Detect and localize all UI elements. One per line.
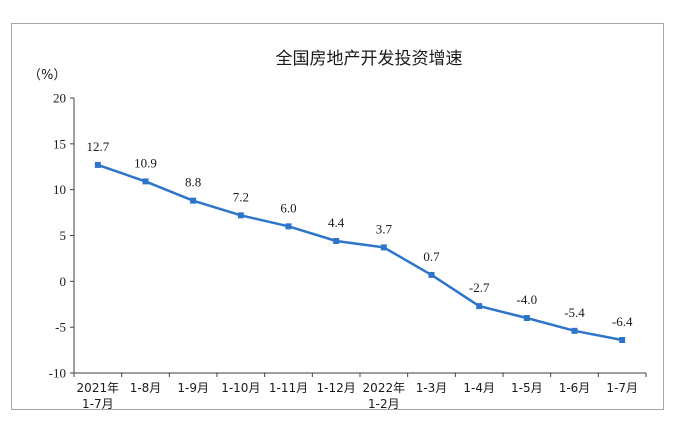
x-tick-label: 1-11月 [269, 381, 308, 395]
chart-frame: 全国房地产开发投资增速 （%） 20 15 10 5 0 -5 -10 2021年 1-7月 1… [11, 23, 664, 410]
x-tick-labels: 2021年 1-7月 1-8月 1-9月 1-10月 1-11月 1-12月 2022年 1-2… [77, 381, 638, 409]
x-tick-label: 1-3月 [416, 381, 448, 395]
y-axis-unit-label: （%） [28, 68, 66, 83]
y-tick-label: -10 [49, 366, 66, 381]
data-labels: 12.7 10.9 8.8 7.2 6.0 4.4 3.7 0.7 -2.7 -4.0 -5.4 -6… [86, 139, 632, 329]
data-label: -5.4 [564, 305, 585, 320]
x-tick-label: 1-10月 [221, 381, 260, 395]
x-tick-label: 1-5月 [511, 381, 543, 395]
data-label: 6.0 [280, 200, 296, 215]
data-label: -2.7 [469, 280, 490, 295]
data-point-marker [333, 238, 340, 244]
data-label: 3.7 [376, 221, 393, 236]
data-point-marker [571, 327, 578, 334]
data-point-marker [523, 315, 530, 321]
y-tick-label: 20 [53, 91, 66, 106]
x-tick-label: 1-7月 [606, 381, 638, 395]
x-tick-label: 1-6月 [559, 381, 591, 395]
x-tick-label: 2022年 [363, 381, 406, 395]
data-label: 7.2 [233, 189, 249, 204]
data-point-marker [476, 303, 483, 310]
data-label: 12.7 [86, 139, 109, 154]
data-point-marker [142, 178, 149, 185]
x-tick-label: 1-12月 [317, 381, 356, 395]
x-tick-label: 1-9月 [177, 381, 209, 395]
data-point-marker [619, 337, 626, 343]
x-tick-label-line2: 1-7月 [82, 397, 114, 409]
y-tick-label: 10 [53, 182, 66, 197]
x-tick-label: 1-4月 [463, 381, 495, 395]
y-tick-label: 5 [60, 228, 67, 243]
data-point-marker [94, 161, 101, 168]
data-label: -6.4 [612, 314, 633, 329]
axes [70, 97, 647, 377]
data-point-marker [237, 212, 244, 219]
y-tick-label: 0 [60, 274, 67, 289]
data-point-marker [190, 197, 197, 204]
data-point-marker [428, 271, 435, 278]
data-point-marker [380, 244, 387, 251]
y-tick-labels: 20 15 10 5 0 -5 -10 [49, 91, 66, 381]
chart-title: 全国房地产开发投资增速 [276, 49, 463, 69]
line-chart: 全国房地产开发投资增速 （%） 20 15 10 5 0 -5 -10 2021年 1-7月 1… [28, 49, 647, 409]
y-tick-label: 15 [53, 136, 66, 151]
y-tick-label: -5 [55, 320, 66, 335]
x-tick-label: 1-8月 [130, 381, 162, 395]
x-tick-label-line2: 1-2月 [368, 397, 400, 409]
data-label: -4.0 [517, 292, 538, 307]
data-label: 10.9 [134, 155, 157, 170]
data-label: 0.7 [423, 249, 440, 264]
series-line [97, 163, 623, 342]
x-tick-label: 2021年 [77, 381, 120, 395]
series-line-group [94, 161, 626, 343]
data-label: 8.8 [185, 175, 201, 190]
data-label: 4.4 [328, 215, 345, 230]
data-point-marker [285, 223, 292, 230]
